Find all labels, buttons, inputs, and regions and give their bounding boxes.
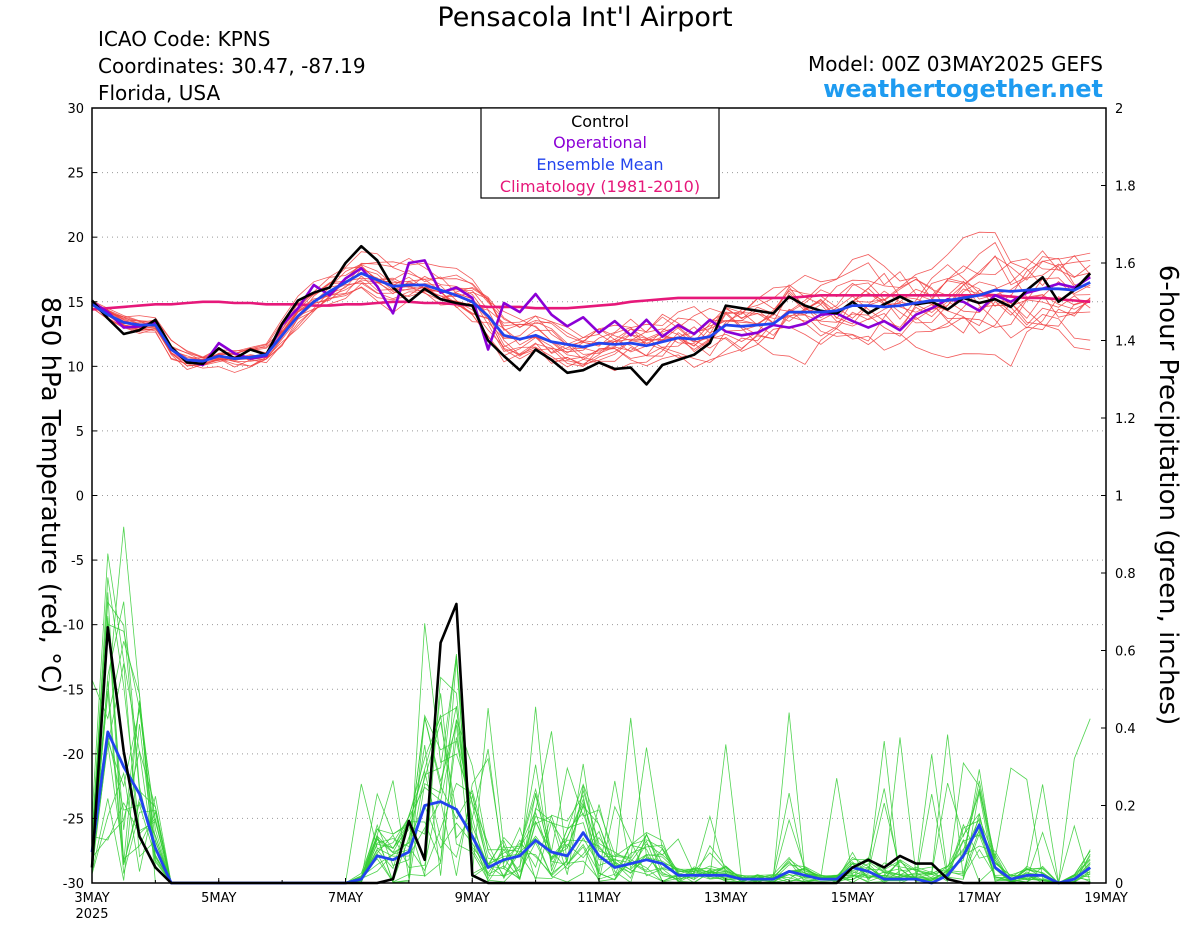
y-tick-label-right: 0: [1115, 877, 1123, 892]
icao-code: ICAO Code: KPNS: [98, 27, 271, 51]
legend-box: [480, 107, 720, 199]
x-tick-label: 9MAY: [455, 891, 490, 906]
y-tick-label-left: -25: [63, 812, 84, 827]
x-tick-label: 19MAY: [1084, 891, 1128, 906]
legend-entry-ensemble-mean: Ensemble Mean: [536, 155, 663, 174]
y-tick-label-left: 10: [67, 360, 84, 375]
y-tick-label-left: 15: [67, 296, 84, 311]
y-tick-label-right: 0.8: [1115, 567, 1136, 582]
temperature-member-line: [91, 264, 1091, 368]
region: Florida, USA: [98, 81, 221, 105]
y-tick-label-right: 0.2: [1115, 800, 1136, 815]
legend-entry-operational: Operational: [553, 133, 647, 152]
temperature-member-line: [91, 278, 1091, 362]
y-tick-label-right: 1.8: [1115, 180, 1136, 195]
climatology-temperature-line: [91, 293, 1091, 311]
y-tick-label-left: -15: [63, 683, 84, 698]
axis-ticks: 302520151050-5-10-15-20-25-3021.81.61.41…: [63, 102, 1136, 922]
x-tick-label: 11MAY: [577, 891, 621, 906]
x-tick-label: 7MAY: [328, 891, 363, 906]
y-tick-label-right: 1.2: [1115, 412, 1136, 427]
x-tick-year: 2025: [75, 907, 108, 922]
y-tick-label-right: 1.4: [1115, 335, 1136, 350]
legend-entry-control: Control: [571, 112, 629, 131]
y-tick-label-left: 25: [67, 167, 84, 182]
site-link[interactable]: weathertogether.net: [823, 75, 1103, 103]
ensemble-mean-precip-line: [90, 730, 1092, 885]
y-tick-label-right: 2: [1115, 102, 1123, 117]
precip-member-line: [91, 553, 1091, 884]
x-tick-label: 15MAY: [831, 891, 875, 906]
chart-title: Pensacola Int'l Airport: [437, 2, 733, 33]
temperature-member-line: [91, 250, 1091, 361]
y-tick-label-left: -20: [63, 748, 84, 763]
ensemble-members: [91, 231, 1091, 885]
left-axis-label: 850 hPa Temperature (red, °C): [35, 297, 65, 694]
y-tick-label-right: 1: [1115, 490, 1123, 505]
temperature-member-line: [91, 256, 1091, 365]
y-tick-label-left: 20: [67, 231, 84, 246]
x-tick-label: 3MAY: [74, 891, 109, 906]
y-tick-label-left: 0: [76, 490, 84, 505]
precip-member-line: [91, 641, 1091, 884]
x-tick-label: 5MAY: [201, 891, 236, 906]
grid-lines: [92, 172, 1106, 819]
temperature-member-line: [91, 257, 1091, 363]
temperature-member-line: [91, 261, 1091, 367]
x-tick-label: 17MAY: [957, 891, 1001, 906]
plot-frame: [91, 107, 1107, 884]
ensemble-mean-temperature-line: [91, 271, 1091, 363]
y-tick-label-left: -30: [63, 877, 84, 892]
y-tick-label-left: 5: [76, 425, 84, 440]
model-run: Model: 00Z 03MAY2025 GEFS: [808, 52, 1103, 76]
temperature-member-line: [91, 252, 1091, 367]
y-tick-label-right: 0.4: [1115, 722, 1136, 737]
y-tick-label-left: -5: [71, 554, 84, 569]
temperature-member-line: [91, 231, 1091, 367]
precip-member-line: [91, 663, 1091, 884]
temperature-member-line: [91, 287, 1091, 373]
y-tick-label-right: 0.6: [1115, 645, 1136, 660]
legend: Control Operational Ensemble Mean Climat…: [480, 107, 720, 199]
y-tick-label-left: -10: [63, 619, 84, 634]
coordinates: Coordinates: 30.47, -87.19: [98, 54, 366, 78]
temperature-member-line: [91, 260, 1091, 366]
y-tick-label-left: 30: [67, 102, 84, 117]
right-axis-label: 6-hour Precipitation (green, inches): [1153, 265, 1183, 725]
y-tick-label-right: 1.6: [1115, 257, 1136, 272]
legend-entry-climatology: Climatology (1981-2010): [500, 177, 700, 196]
x-tick-label: 13MAY: [704, 891, 748, 906]
